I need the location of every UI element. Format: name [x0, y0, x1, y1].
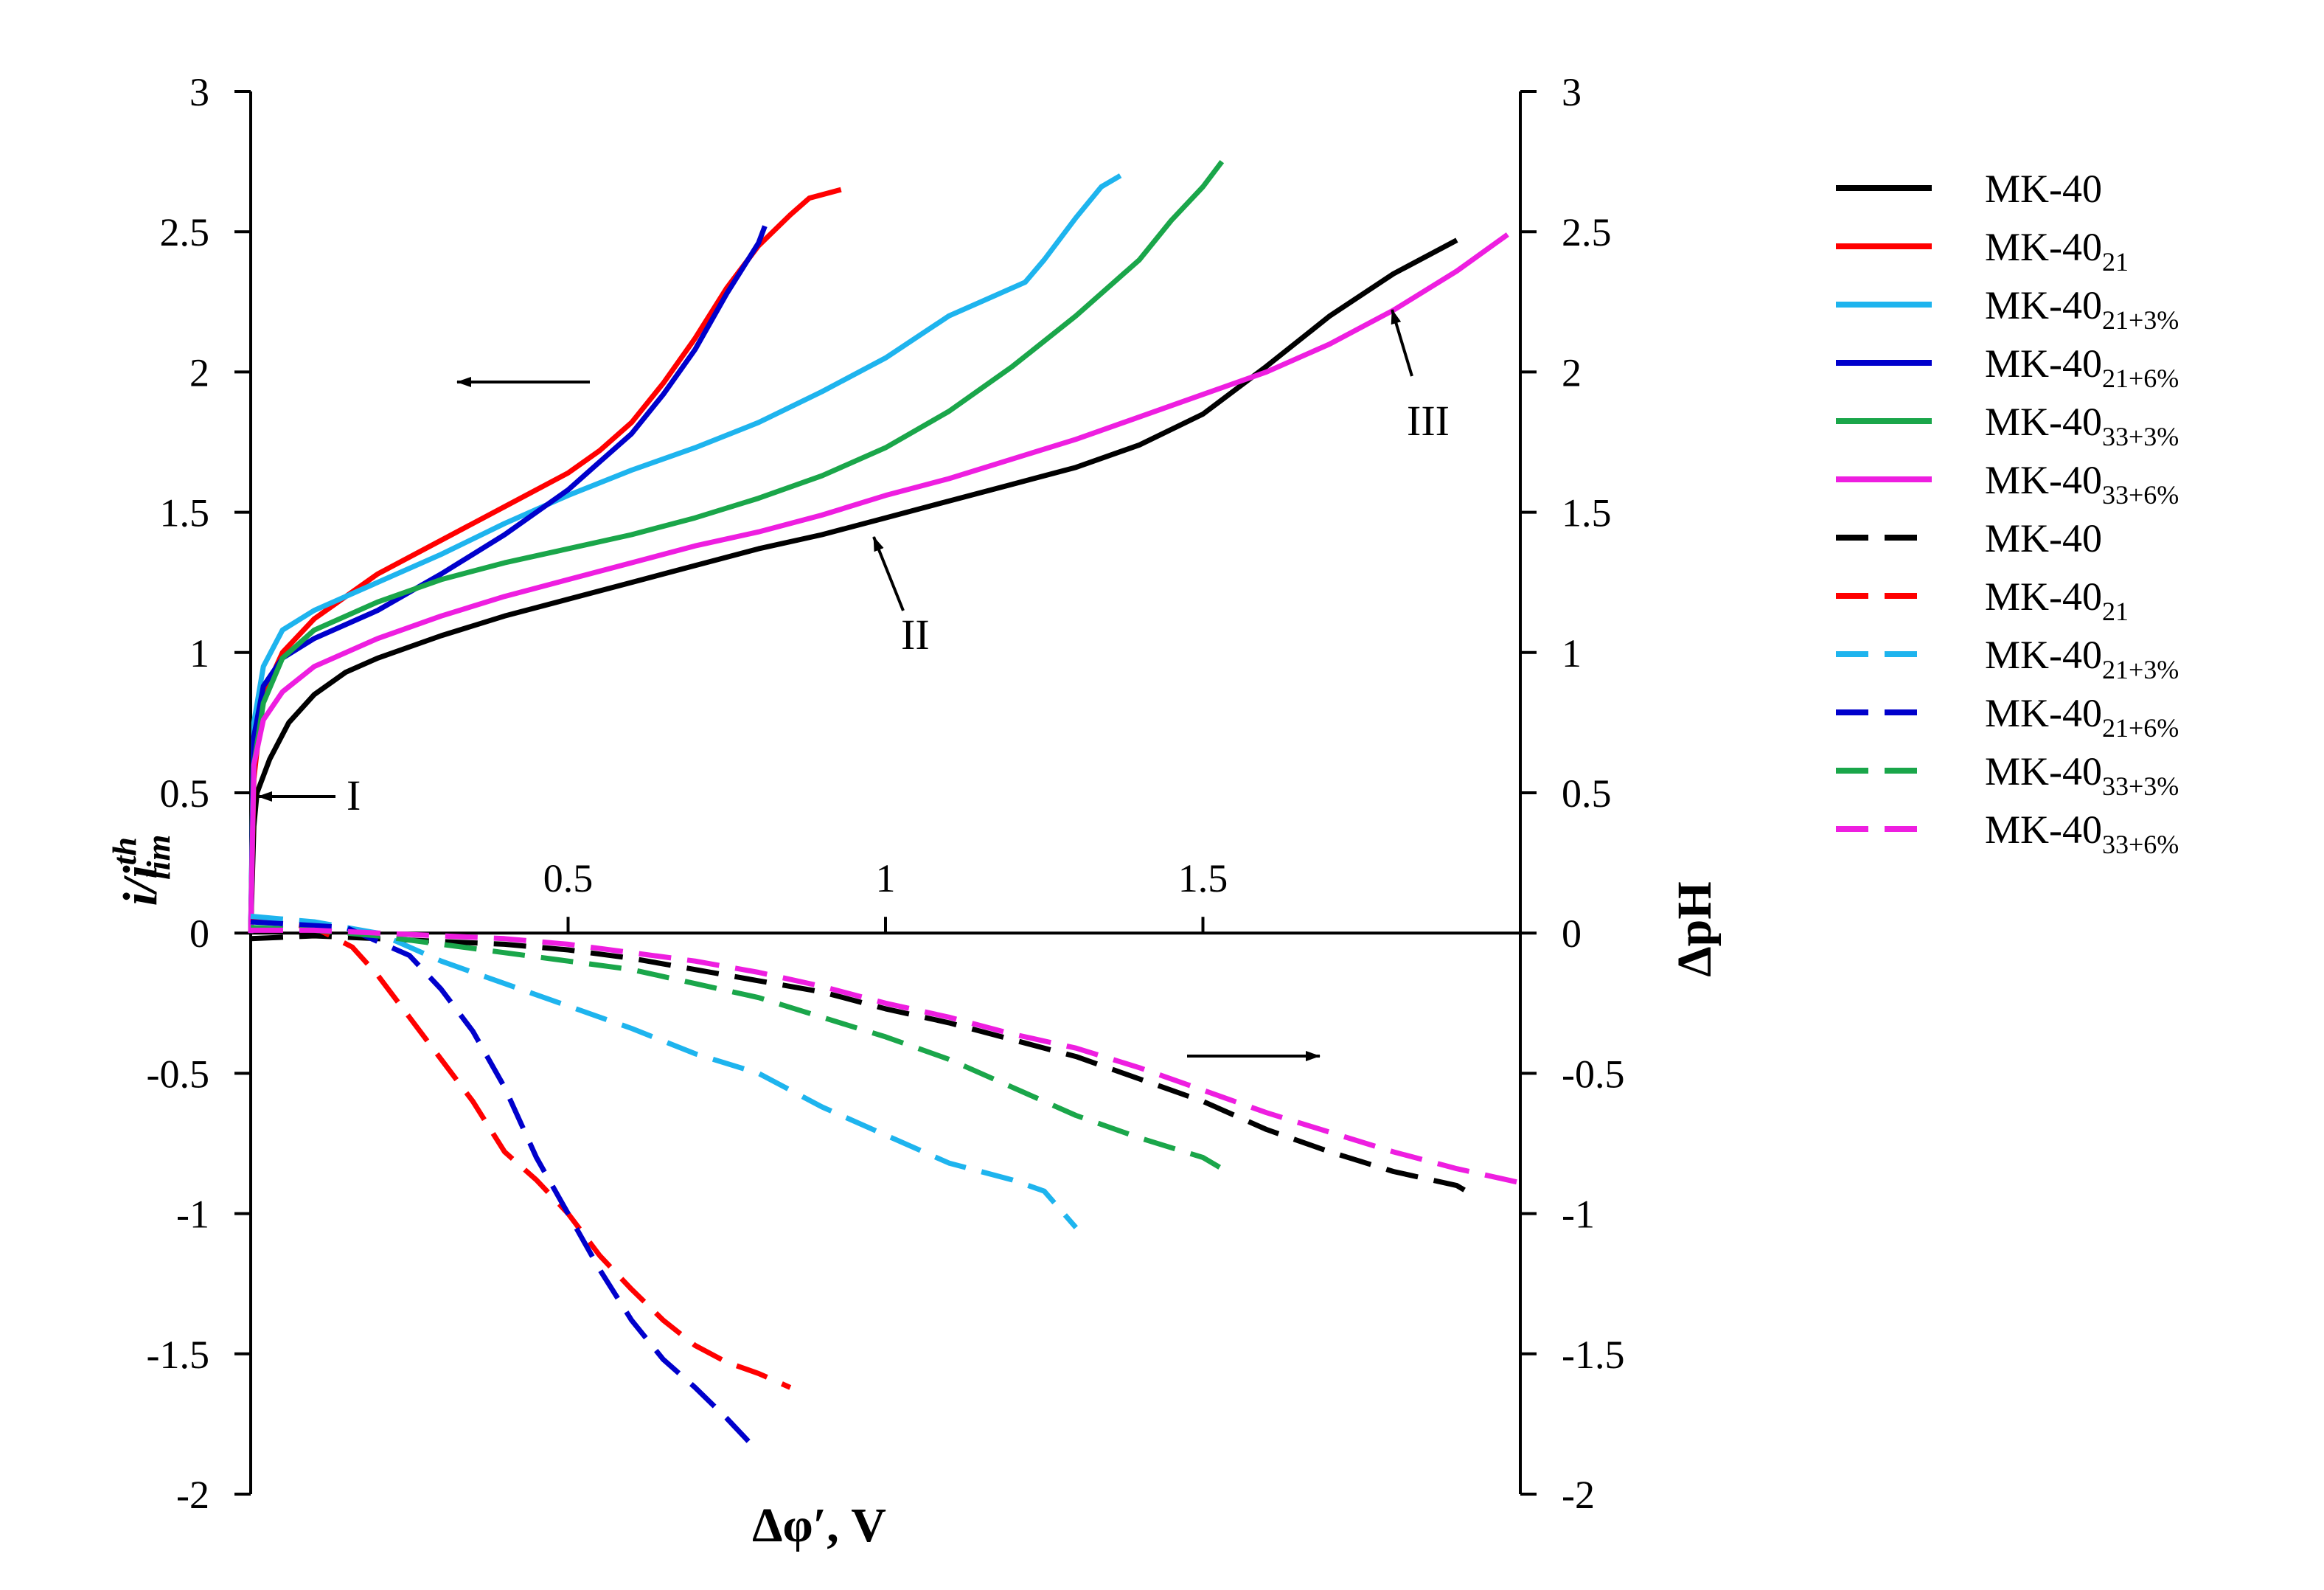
y-tick-label-right: -0.5: [1562, 1052, 1624, 1096]
y-tick-label-left: -0.5: [147, 1052, 209, 1096]
series-line-solid-mk-40-21-3-: [248, 173, 1122, 934]
arrow-annotation-II: [872, 536, 905, 611]
y-tick-label-left: -1.5: [147, 1333, 209, 1377]
legend-label: MK-4021: [1985, 574, 2129, 626]
series-line-dashed-mk-40-21-6-: [250, 919, 761, 1454]
annotation-I: I: [347, 771, 361, 819]
series-line-solid-mk-40: [248, 237, 1458, 934]
y-tick-label-left: 0: [189, 912, 209, 956]
legend-label: MK-40: [1985, 167, 2102, 211]
annotation-II: II: [901, 611, 930, 659]
series-line-dashed-mk-40-21: [250, 916, 792, 1390]
y-tick-label-right: 2: [1562, 350, 1582, 395]
series-line-solid-mk-40-33-6-: [248, 232, 1509, 934]
x-tick-label: 1.5: [1178, 856, 1228, 900]
legend-label: MK-4021+3%: [1985, 283, 2179, 335]
series-line-solid-mk-40-21-6-: [248, 225, 768, 934]
y-tick-label-right: 3: [1562, 70, 1582, 114]
y-tick-label-left: -1: [176, 1192, 209, 1237]
y-tick-label-right: 2.5: [1562, 210, 1612, 254]
legend-label: MK-4033+6%: [1985, 808, 2179, 859]
series-line-dashed-mk-40-21-3-: [250, 913, 1078, 1229]
x-axis-title: Δφ′, V: [752, 1499, 886, 1552]
legend: MK-40 MK-4021 MK-4021+3% MK-4021+6% MK-4033+…: [1836, 167, 2179, 859]
y-tick-label-right: 0.5: [1562, 771, 1612, 816]
y-tick-label-right: 1.5: [1562, 491, 1612, 535]
legend-label: MK-4033+3%: [1985, 749, 2179, 801]
legend-label: MK-4021+3%: [1985, 633, 2179, 684]
y-tick-label-left: 2: [189, 350, 209, 395]
series-line-dashed-mk-40-33-3-: [250, 925, 1224, 1171]
series-line-solid-mk-40-21: [248, 187, 842, 934]
legend-label: MK-4021: [1985, 225, 2129, 277]
y-axis-title-right: ΔpH: [1668, 881, 1722, 976]
y-axis-title-left: i/ithlim: [105, 835, 177, 906]
axes: 3 3 2.5 2.5 2 2 1.5 1.5 1 1 0.5 0.5 0 0 -0.5 -0.5 -1 -1 -1…: [105, 70, 1722, 1552]
y-tick-label-left: 1.5: [160, 491, 210, 535]
series-line-solid-mk-40-33-3-: [248, 159, 1225, 934]
arrow-annotation-III: [1391, 309, 1413, 377]
series-line-dashed-mk-40-33-6-: [251, 927, 1521, 1186]
y-tick-label-left: -2: [176, 1473, 209, 1517]
series-group: [248, 159, 1521, 1454]
y-tick-label-left: 1: [189, 631, 209, 676]
x-tick-label: 1: [876, 856, 896, 900]
legend-label: MK-40: [1985, 516, 2102, 560]
legend-label: MK-4033+3%: [1985, 400, 2179, 451]
y-tick-label-left: 3: [189, 70, 209, 114]
y-tick-label-right: 0: [1562, 912, 1582, 956]
series-line-dashed-mk-40: [250, 933, 1478, 1199]
y-tick-label-left: 0.5: [160, 771, 210, 816]
y-tick-label-right: 1: [1562, 631, 1582, 676]
x-tick-label: 0.5: [543, 856, 594, 900]
legend-label: MK-4021+6%: [1985, 341, 2179, 393]
y-tick-label-right: -2: [1562, 1473, 1595, 1517]
annotation-III: III: [1407, 397, 1450, 445]
y-tick-label-right: -1: [1562, 1192, 1595, 1237]
legend-label: MK-4021+6%: [1985, 691, 2179, 743]
y-tick-label-right: -1.5: [1562, 1333, 1624, 1377]
annotations: I II III: [257, 309, 1450, 1061]
legend-label: MK-4033+6%: [1985, 458, 2179, 510]
y-tick-label-left: 2.5: [160, 210, 210, 254]
